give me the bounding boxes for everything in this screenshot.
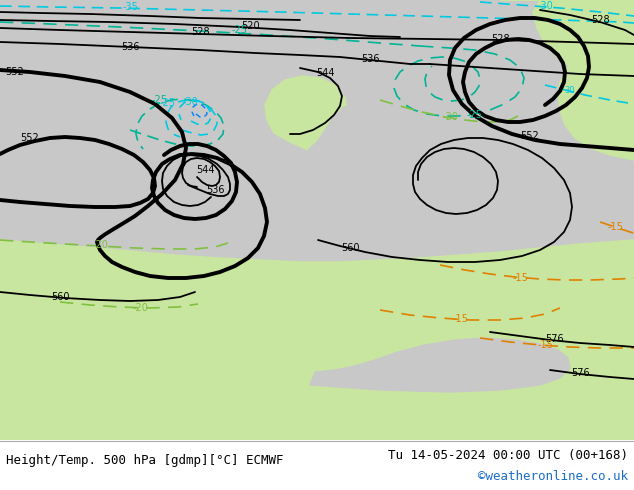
Polygon shape	[310, 338, 570, 392]
Text: 544: 544	[316, 68, 334, 78]
Polygon shape	[0, 348, 300, 440]
Text: -30: -30	[182, 97, 198, 107]
Text: 536: 536	[120, 42, 139, 52]
Polygon shape	[0, 240, 634, 440]
Text: 528: 528	[491, 34, 509, 44]
Text: -15: -15	[452, 314, 468, 324]
Text: -30: -30	[537, 1, 553, 11]
Polygon shape	[500, 0, 634, 160]
Text: 576: 576	[571, 368, 590, 378]
Polygon shape	[265, 76, 348, 150]
Text: 560: 560	[51, 292, 69, 302]
Text: -25: -25	[160, 98, 176, 108]
Text: 528: 528	[191, 27, 209, 37]
Text: -15: -15	[537, 340, 553, 350]
Text: -35: -35	[122, 2, 138, 12]
Polygon shape	[308, 93, 458, 158]
Text: -15: -15	[512, 273, 528, 283]
Text: -25: -25	[152, 95, 168, 105]
Text: Tu 14-05-2024 00:00 UTC (00+168): Tu 14-05-2024 00:00 UTC (00+168)	[388, 448, 628, 462]
Text: 552: 552	[21, 133, 39, 143]
Text: 560: 560	[340, 243, 359, 253]
Text: 544: 544	[196, 165, 214, 175]
Text: -20: -20	[442, 112, 458, 122]
Text: 30: 30	[565, 85, 575, 95]
Text: -20: -20	[92, 240, 108, 250]
Text: 576: 576	[546, 334, 564, 344]
Polygon shape	[533, 0, 634, 90]
Text: 528: 528	[591, 15, 609, 25]
Text: -25: -25	[467, 110, 483, 120]
Text: ©weatheronline.co.uk: ©weatheronline.co.uk	[478, 469, 628, 483]
Text: 536: 536	[206, 185, 224, 195]
Text: 536: 536	[361, 54, 379, 64]
Text: -25: -25	[232, 25, 248, 35]
Text: 552: 552	[6, 67, 24, 77]
Text: 520: 520	[241, 21, 259, 31]
Text: Height/Temp. 500 hPa [gdmp][°C] ECMWF: Height/Temp. 500 hPa [gdmp][°C] ECMWF	[6, 454, 283, 466]
Text: -15: -15	[607, 222, 623, 232]
Text: 552: 552	[521, 131, 540, 141]
Text: -20: -20	[132, 303, 148, 313]
